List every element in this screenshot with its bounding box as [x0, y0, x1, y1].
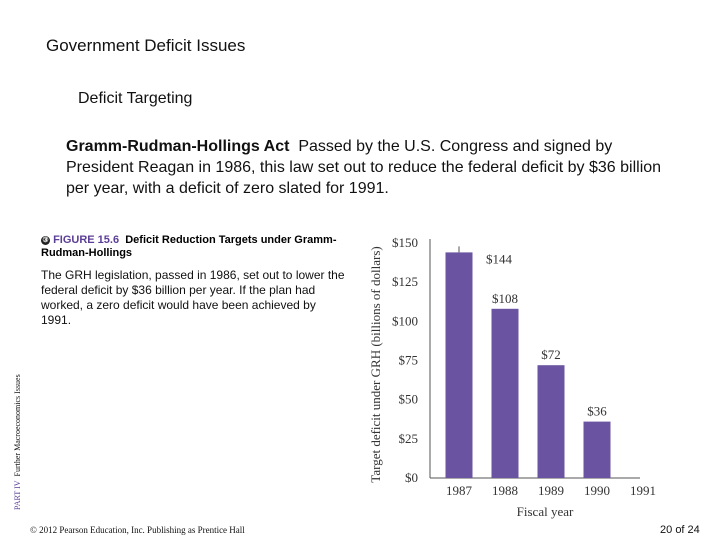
x-tick-label-1987: 1987: [446, 483, 473, 498]
data-label-1987: $144: [486, 251, 513, 266]
definition-text: Passed by the U.S. Congress and signed b…: [66, 138, 662, 197]
bar-1987: [445, 252, 473, 478]
data-label-1990: $36: [587, 404, 607, 419]
y-tick-label: $125: [392, 274, 418, 289]
figure-caption: ③ FIGURE 15.6 Deficit Reduction Targets …: [41, 234, 341, 260]
figure-description: The GRH legislation, passed in 1986, set…: [41, 268, 345, 327]
y-tick-label: $0: [405, 470, 418, 485]
definition-paragraph: Gramm-Rudman-Hollings Act Passed by the …: [66, 136, 666, 199]
copyright: © 2012 Pearson Education, Inc. Publishin…: [30, 525, 245, 535]
slide-title: Government Deficit Issues: [46, 36, 246, 55]
definition-term: Gramm-Rudman-Hollings Act: [66, 138, 290, 155]
x-tick-label-1989: 1989: [538, 483, 564, 498]
data-label-1989: $72: [541, 347, 561, 362]
y-tick-label: $50: [399, 392, 419, 407]
data-label-1988: $108: [492, 291, 518, 306]
bar-1989: [537, 365, 565, 478]
part-number: PART IV: [13, 480, 22, 510]
page-number: 20 of 24: [660, 524, 700, 536]
deficit-bar-chart: $0 $25 $50 $75 $100 $125 $150 $144 1987 $108 1988 $…: [368, 235, 656, 519]
y-tick-label: $100: [392, 313, 418, 328]
x-tick-label-1991: 1991: [630, 483, 656, 498]
figure-number: FIGURE 15.6: [53, 234, 120, 246]
bar-1988: [491, 308, 519, 478]
figure-title: Deficit Reduction Targets under Gramm-Ru…: [41, 234, 337, 259]
y-tick-label: $150: [392, 235, 418, 250]
x-tick-label-1990: 1990: [584, 483, 610, 498]
y-axis-title: Target deficit under GRH (billions of do…: [368, 246, 383, 482]
part-side-label: PART IV Further Macroeconomics Issues: [13, 310, 22, 510]
x-tick-label-1988: 1988: [492, 483, 518, 498]
y-tick-label: $25: [399, 431, 419, 446]
x-axis-title: Fiscal year: [517, 504, 574, 519]
figure-number-icon: ③: [41, 236, 50, 245]
y-tick-label: $75: [399, 353, 419, 368]
page-total: of 24: [675, 524, 700, 536]
page-current: 20: [660, 524, 673, 536]
slide-subtitle: Deficit Targeting: [78, 90, 193, 107]
part-title: Further Macroeconomics Issues: [13, 374, 22, 477]
bar-1990: [583, 421, 611, 478]
